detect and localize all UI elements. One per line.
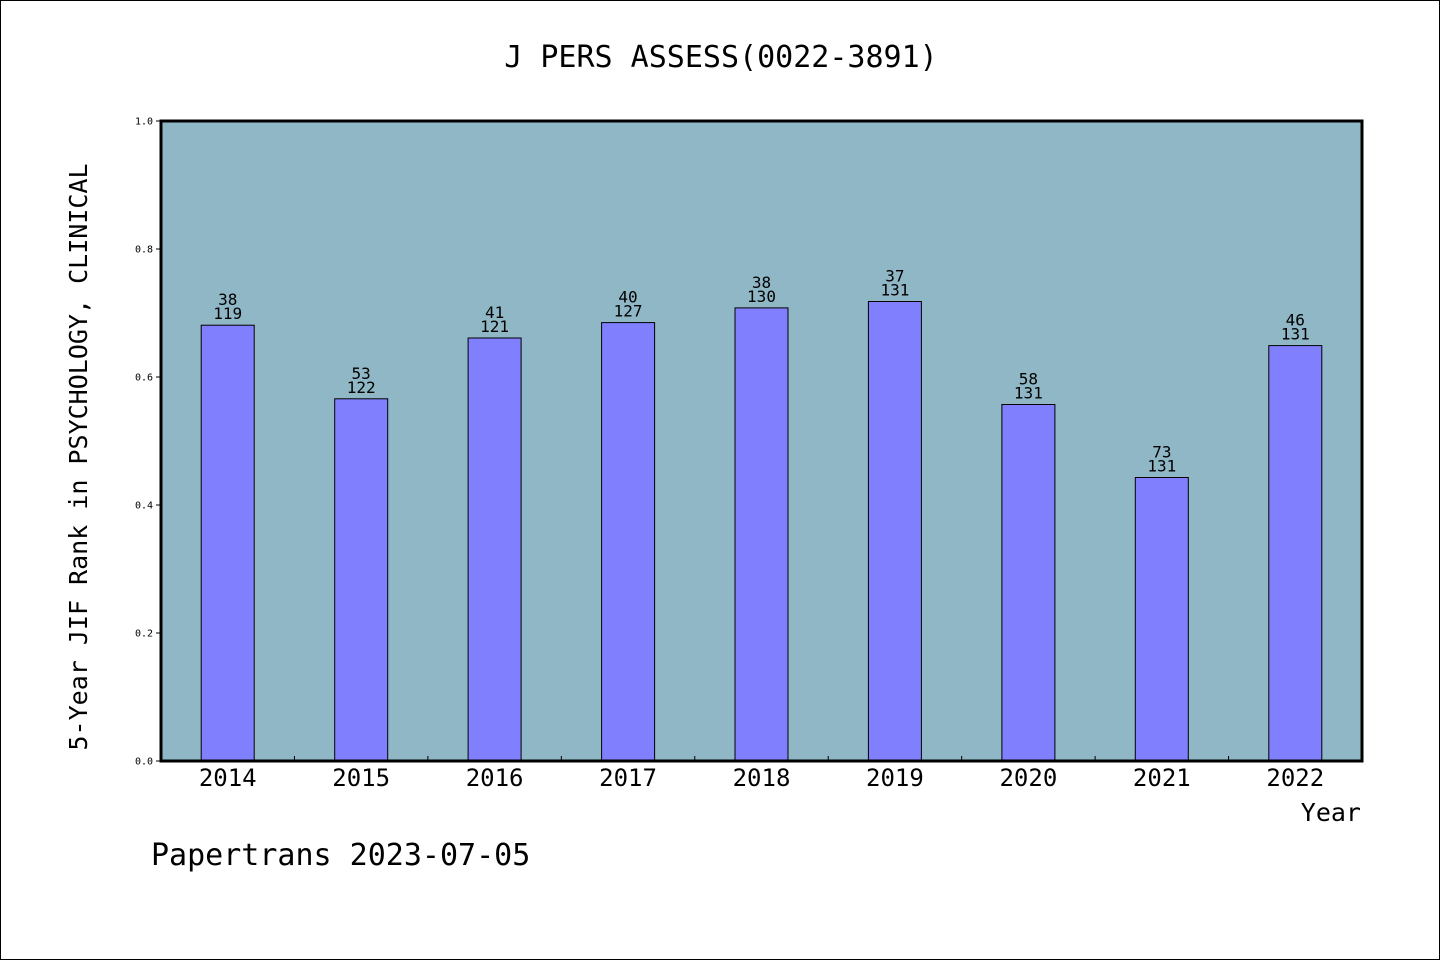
bar-total-label-2014: 119: [213, 304, 242, 323]
bar-2017: [601, 322, 656, 762]
x-axis: 2014 2015 2016 2017 2018 2019 2020 2021 2022: [199, 756, 1324, 792]
x-tick-label-2022: 2022: [1266, 764, 1324, 792]
x-axis-title: Year: [1301, 798, 1361, 827]
y-axis: 0.0 0.2 0.4 0.6 0.8 1.0: [135, 117, 161, 768]
x-tick-label-2020: 2020: [999, 764, 1057, 792]
x-tick-label-2021: 2021: [1133, 764, 1191, 792]
x-tick-label-2015: 2015: [332, 764, 390, 792]
x-tick-label-2016: 2016: [466, 764, 524, 792]
bar-2021: [1134, 477, 1189, 762]
bar-2015: [334, 398, 389, 762]
bar-rank-label-2017: 40: [618, 288, 637, 307]
y-tick-label-1.0: 1.0: [135, 117, 153, 128]
bar-2019: [867, 301, 922, 762]
bar-total-label-2016: 121: [480, 317, 509, 336]
bar-rank-label-2021: 73: [1152, 443, 1171, 462]
bar-rank-label-2022: 46: [1286, 311, 1305, 330]
bar-total-label-2019: 131: [880, 281, 909, 300]
bar-2014: [200, 324, 255, 762]
bar-rank-label-2020: 58: [1019, 370, 1038, 389]
footer-text: Papertrans 2023-07-05: [151, 838, 530, 873]
bars-group: [200, 301, 1323, 762]
bar-total-label-2021: 131: [1147, 457, 1176, 476]
bar-2020: [1001, 404, 1056, 762]
chart-title: J PERS ASSESS(0022-3891): [504, 40, 937, 75]
bar-rank-label-2015: 53: [352, 364, 371, 383]
x-tick-label-2017: 2017: [599, 764, 657, 792]
bar-2016: [467, 337, 522, 762]
y-tick-label-0.8: 0.8: [135, 245, 153, 256]
y-axis-title: 5-Year JIF Rank in PSYCHOLOGY, CLINICAL: [64, 164, 93, 751]
y-tick-label-0.2: 0.2: [135, 629, 153, 640]
x-tick-label-2018: 2018: [733, 764, 791, 792]
bar-rank-label-2019: 37: [885, 267, 904, 286]
bar-rank-label-2018: 38: [752, 273, 771, 292]
bar-2022: [1268, 345, 1323, 762]
y-tick-label-0.0: 0.0: [135, 757, 153, 768]
y-tick-label-0.6: 0.6: [135, 373, 153, 384]
bar-rank-label-2016: 41: [485, 303, 504, 322]
bar-labels-group: 3811953122411214012738130371315813173131…: [213, 267, 1309, 476]
x-tick-label-2014: 2014: [199, 764, 257, 792]
bar-2018: [734, 307, 789, 762]
bar-rank-label-2014: 38: [218, 290, 237, 309]
y-tick-label-0.4: 0.4: [135, 501, 153, 512]
bar-total-label-2015: 122: [347, 378, 376, 397]
bar-total-label-2018: 130: [747, 287, 776, 306]
bar-total-label-2022: 131: [1281, 325, 1310, 344]
plot-border: [159, 119, 1364, 763]
bar-total-label-2020: 131: [1014, 384, 1043, 403]
bar-total-label-2017: 127: [614, 302, 643, 321]
x-tick-label-2019: 2019: [866, 764, 924, 792]
